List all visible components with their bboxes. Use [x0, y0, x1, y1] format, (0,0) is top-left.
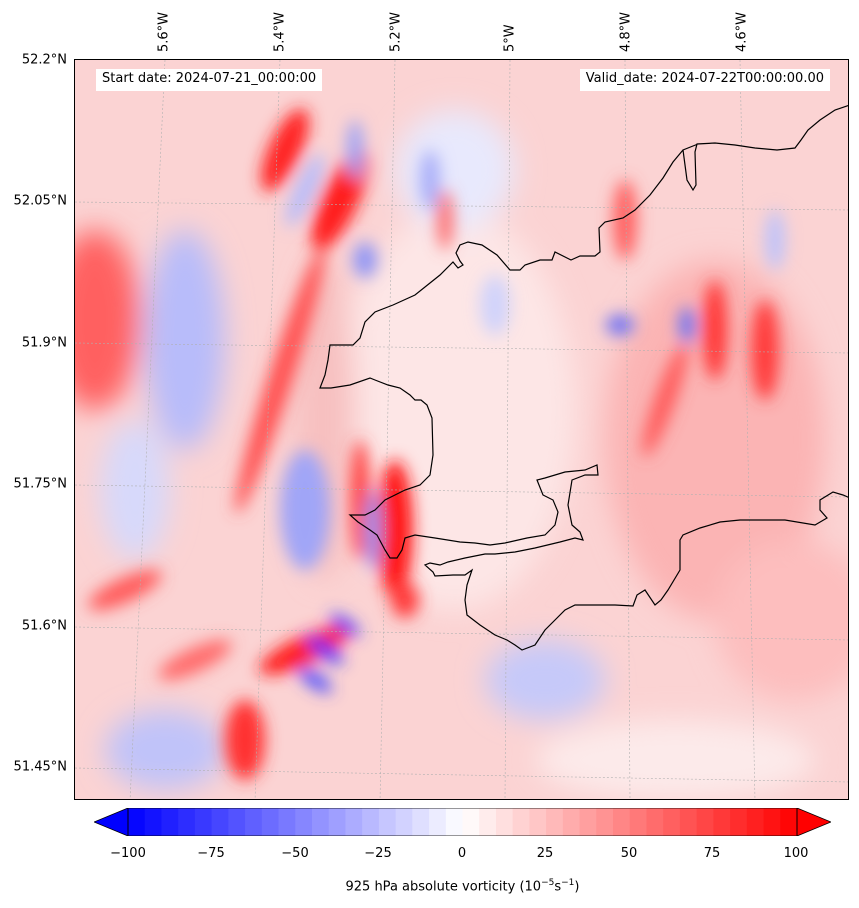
colorbar-band — [596, 808, 614, 836]
colorbar-band — [479, 808, 497, 836]
colorbar-band — [546, 808, 564, 836]
colorbar-band — [512, 808, 530, 836]
colorbar-band — [613, 808, 631, 836]
colorbar-band — [278, 808, 296, 836]
colorbar-band — [445, 808, 463, 836]
colorbar-band — [646, 808, 664, 836]
colorbar-band — [763, 808, 781, 836]
colorbar-band — [395, 808, 413, 836]
colorbar-band — [295, 808, 313, 836]
colorbar-tick-neg50: −50 — [281, 846, 309, 861]
colorbar-band — [730, 808, 748, 836]
colorbar-band — [713, 808, 731, 836]
colorbar-tick-neg25: −25 — [364, 846, 392, 861]
lat-label-51-75n: 51.75°N — [13, 476, 67, 492]
lat-label-51-45n: 51.45°N — [13, 759, 67, 775]
colorbar-band — [412, 808, 430, 836]
colorbar-band — [663, 808, 681, 836]
lat-label-51-6n: 51.6°N — [21, 618, 67, 634]
colorbar-band — [194, 808, 213, 836]
lon-label-5-4w: 5.4°W — [272, 11, 288, 52]
colorbar-tick-0: 0 — [457, 846, 467, 861]
colorbar-tick-neg75: −75 — [197, 846, 225, 861]
lat-label-52-2n: 52.2°N — [21, 52, 67, 68]
vorticity-map: Start date: 2024-07-21_00:00:00 Valid_da… — [74, 59, 849, 800]
colorbar-band — [679, 808, 698, 836]
colorbar-band — [529, 808, 547, 836]
colorbar-outline — [127, 808, 798, 836]
vorticity-field: Start date: 2024-07-21_00:00:00 Valid_da… — [75, 60, 848, 799]
colorbar-band — [261, 808, 280, 836]
lon-label-4-6w: 4.6°W — [734, 11, 750, 52]
valid-date-label: Valid_date: 2024-07-22T00:00:00.00 — [579, 69, 830, 91]
colorbar-band — [629, 808, 647, 836]
colorbar-band — [228, 808, 246, 836]
colorbar-band — [161, 808, 179, 836]
colorbar-min-extend — [94, 808, 129, 836]
lat-label-52-05n: 52.05°N — [13, 193, 67, 209]
date-overlay: Start date: 2024-07-21_00:00:00 Valid_da… — [96, 69, 830, 91]
lon-label-5w: 5°W — [502, 24, 518, 52]
colorbar-band — [211, 808, 229, 836]
colorbar-band — [780, 808, 798, 836]
colorbar — [94, 808, 831, 836]
colorbar-band — [746, 808, 765, 836]
lon-label-5-6w: 5.6°W — [156, 11, 172, 52]
colorbar-tick-50: 50 — [620, 846, 638, 861]
colorbar-band — [579, 808, 597, 836]
colorbar-band — [495, 808, 514, 836]
field-broad-features — [75, 110, 848, 799]
lon-label-5-2w: 5.2°W — [388, 11, 404, 52]
colorbar-band — [362, 808, 380, 836]
colorbar-band — [345, 808, 363, 836]
colorbar-band — [696, 808, 714, 836]
colorbar-band — [378, 808, 397, 836]
colorbar-band — [462, 808, 480, 836]
colorbar-band — [245, 808, 263, 836]
colorbar-tick-neg100: −100 — [110, 846, 146, 861]
colorbar-band — [311, 808, 330, 836]
colorbar-tick-25: 25 — [536, 846, 554, 861]
field-fine-features — [88, 108, 785, 780]
colorbar-tick-75: 75 — [703, 846, 721, 861]
coastline — [319, 105, 848, 651]
colorbar-band — [128, 808, 146, 836]
colorbar-bands — [128, 808, 798, 836]
colorbar-label: 925 hPa absolute vorticity (10−5s−1) — [345, 878, 580, 895]
start-date-label: Start date: 2024-07-21_00:00:00 — [96, 69, 323, 91]
colorbar-band — [562, 808, 581, 836]
colorbar-band — [429, 808, 447, 836]
colorbar-band — [328, 808, 346, 836]
gridlines — [75, 60, 848, 799]
colorbar-band — [178, 808, 196, 836]
lat-label-51-9n: 51.9°N — [21, 335, 67, 351]
colorbar-tick-100: 100 — [783, 846, 809, 861]
colorbar-band — [144, 808, 162, 836]
lon-label-4-8w: 4.8°W — [618, 11, 634, 52]
colorbar-max-extend — [796, 808, 831, 836]
